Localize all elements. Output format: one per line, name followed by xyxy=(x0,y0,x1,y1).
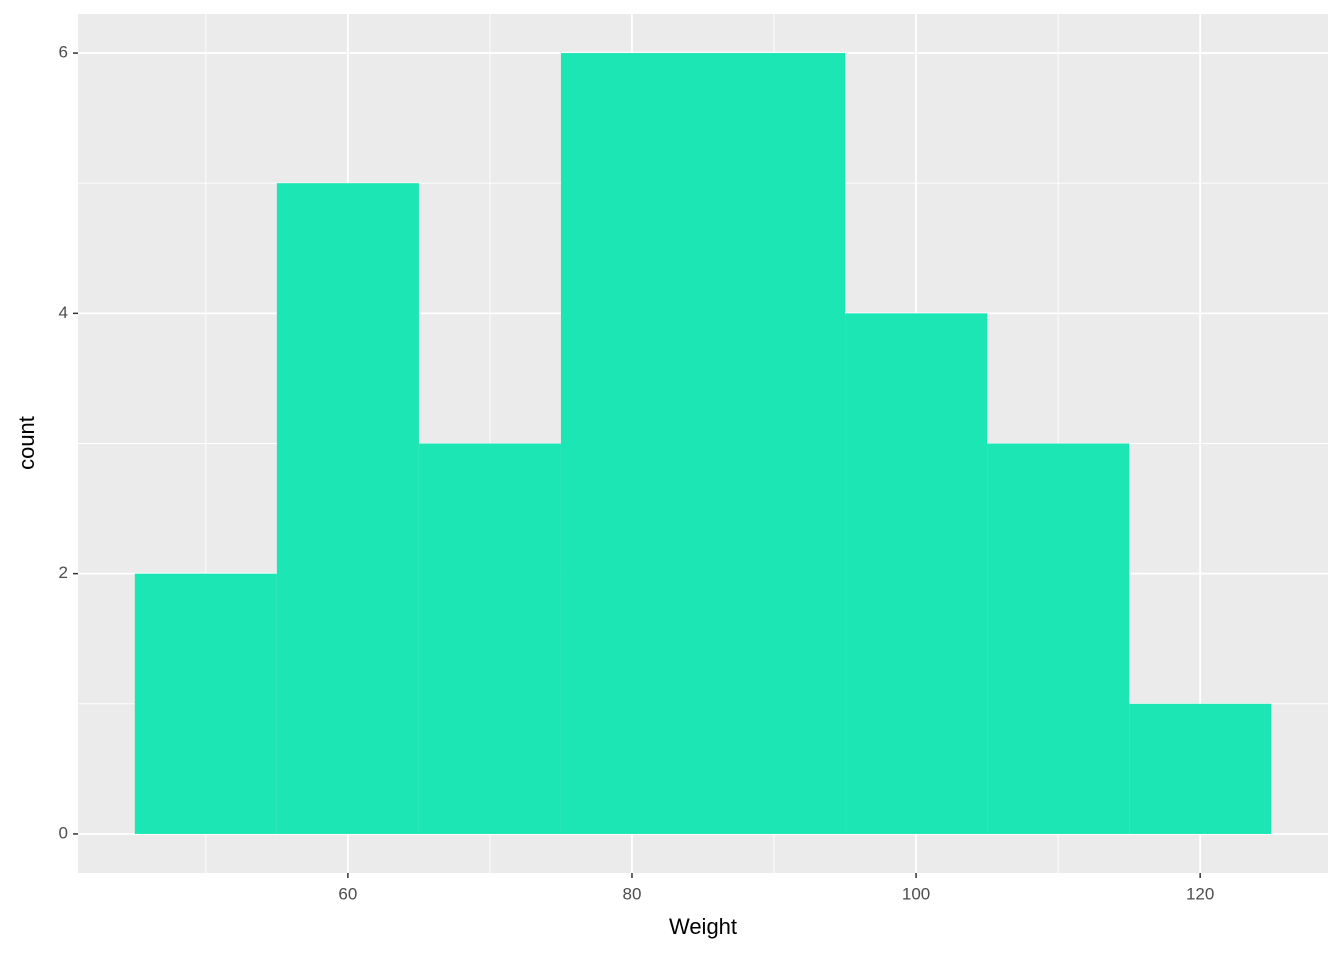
bar xyxy=(987,443,1130,834)
bar xyxy=(560,53,703,834)
bar xyxy=(845,313,988,834)
x-tick-label: 60 xyxy=(338,884,357,903)
y-tick-label: 2 xyxy=(59,563,68,582)
x-tick-label: 100 xyxy=(902,884,930,903)
x-tick-label: 80 xyxy=(623,884,642,903)
bar xyxy=(134,573,277,834)
x-axis-title: Weight xyxy=(669,914,737,939)
bar xyxy=(276,183,419,834)
bar xyxy=(1129,703,1272,834)
bar xyxy=(703,53,846,834)
y-tick-label: 0 xyxy=(59,823,68,842)
y-tick-label: 4 xyxy=(59,303,68,322)
bar xyxy=(418,443,561,834)
y-tick-label: 6 xyxy=(59,43,68,62)
y-axis-title: count xyxy=(14,416,39,470)
x-tick-label: 120 xyxy=(1186,884,1214,903)
